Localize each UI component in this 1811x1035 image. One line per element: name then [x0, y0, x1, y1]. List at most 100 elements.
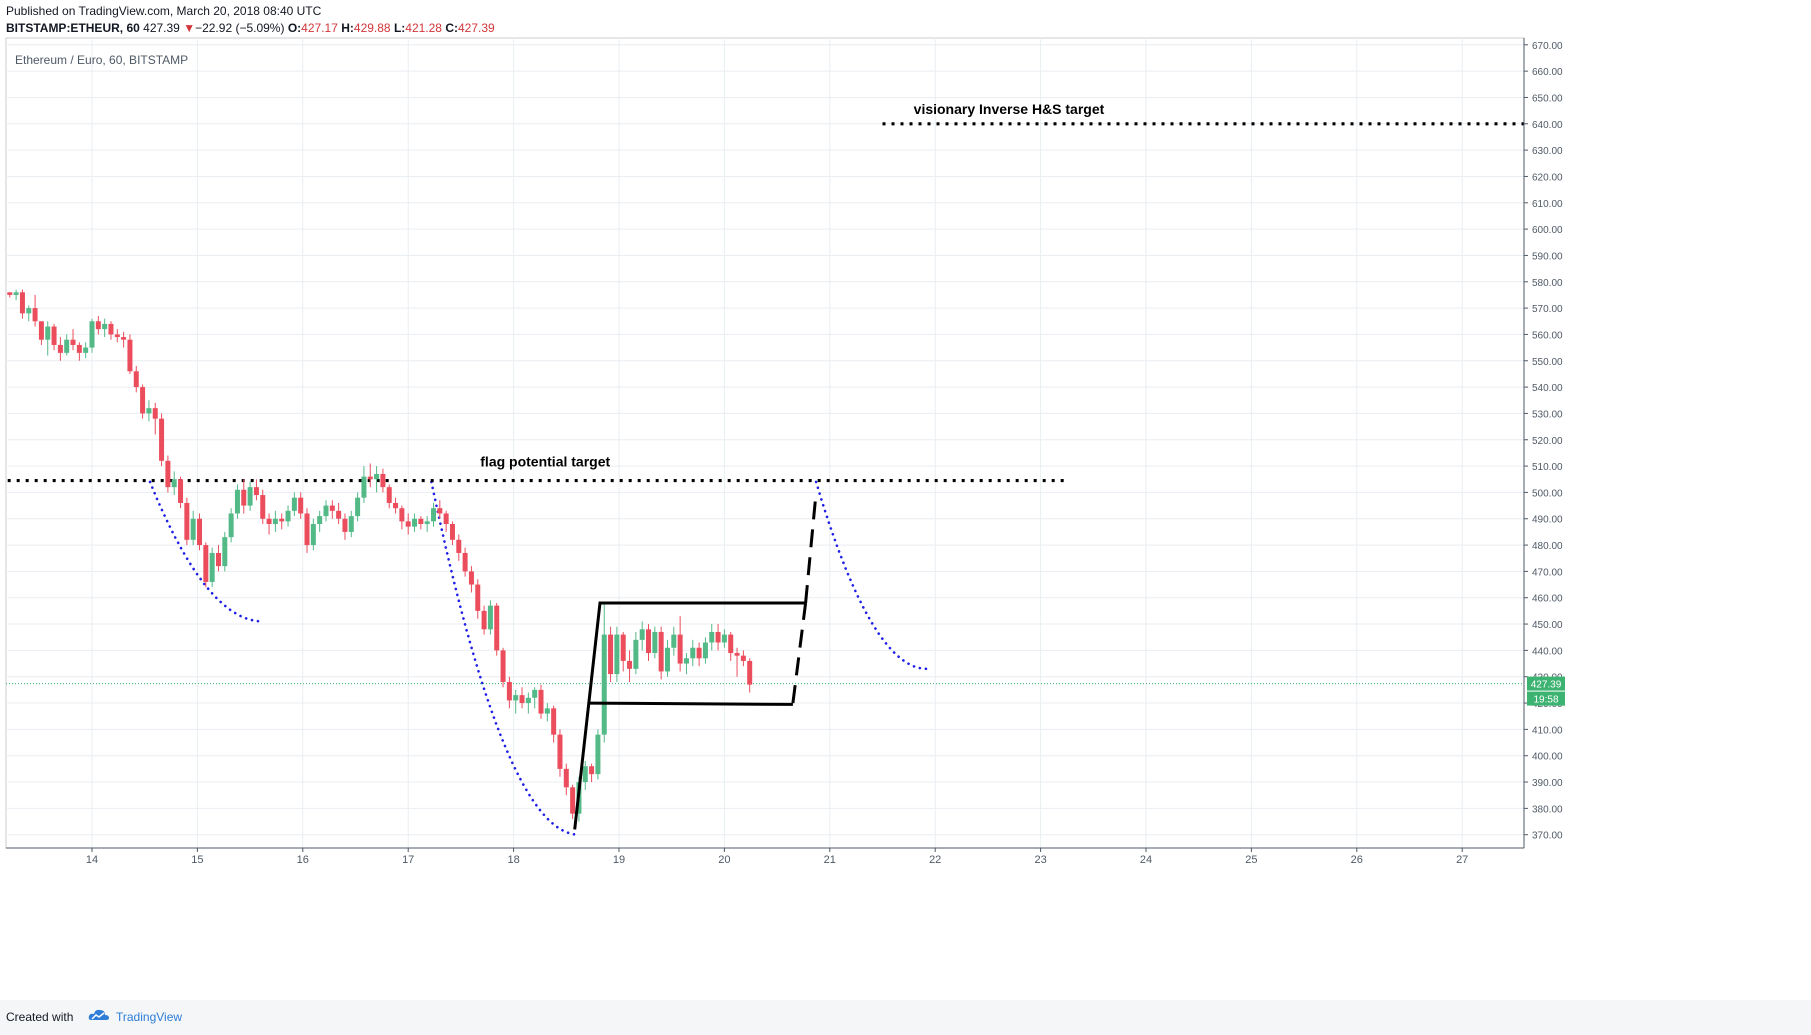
- candle-body: [184, 502, 190, 540]
- candle-body: [241, 489, 247, 506]
- candle-down: [178, 476, 184, 509]
- candle-body: [355, 497, 361, 517]
- candle-up: [190, 510, 196, 546]
- candle-up: [671, 626, 677, 656]
- candle-down: [51, 323, 57, 351]
- candle-body: [234, 489, 240, 514]
- tradingview-cloud-icon[interactable]: [88, 1008, 110, 1022]
- candle-body: [500, 650, 506, 682]
- open-value: 427.17: [301, 21, 338, 35]
- candle-down: [121, 331, 127, 348]
- price-chart[interactable]: 14 15 16 17 18 19 20 21 22 23 24 25 26 27 370.00 380.00…: [0, 0, 1811, 1000]
- candle-body: [595, 734, 601, 775]
- x-tick-label: 20: [718, 854, 730, 866]
- candle-body: [203, 545, 209, 582]
- projection-curve: [814, 480, 929, 671]
- candle-down: [696, 642, 702, 667]
- y-tick-label: 570.00: [1532, 304, 1563, 315]
- x-tick-label: 25: [1245, 854, 1257, 866]
- flag-pattern: [573, 492, 818, 830]
- y-tick-label: 520.00: [1532, 436, 1563, 447]
- candle-body: [582, 766, 588, 783]
- candle-body: [721, 634, 727, 643]
- candle-body: [468, 571, 474, 585]
- candle-body: [525, 697, 531, 704]
- candle-down: [734, 647, 740, 677]
- candle-body: [260, 495, 266, 519]
- candle-up: [323, 500, 329, 522]
- candle-body: [646, 629, 652, 654]
- candle-body: [367, 476, 373, 480]
- low-value: 421.28: [405, 21, 442, 35]
- close-label: C:: [445, 21, 458, 35]
- candle-down: [475, 579, 481, 619]
- x-tick-label: 23: [1034, 854, 1046, 866]
- candle-down: [380, 468, 386, 493]
- y-tick-label: 610.00: [1532, 199, 1563, 210]
- candle-up: [355, 492, 361, 522]
- y-tick-label: 560.00: [1532, 330, 1563, 341]
- candle-body: [7, 292, 13, 295]
- x-tick-label: 22: [929, 854, 941, 866]
- candle-up: [513, 689, 519, 714]
- x-tick-label: 21: [824, 854, 836, 866]
- candle-down: [159, 413, 165, 467]
- candle-body: [45, 326, 51, 340]
- candle-body: [247, 487, 253, 506]
- last-price-tag-text: 427.39: [1531, 680, 1562, 691]
- candle-down: [563, 763, 569, 796]
- candle-body: [412, 518, 418, 527]
- candle-down: [557, 729, 563, 777]
- published-line: Published on TradingView.com, March 20, …: [6, 4, 322, 18]
- candle-up: [348, 510, 354, 538]
- candle-down: [494, 602, 500, 656]
- candle-up: [374, 466, 380, 493]
- candle-body: [671, 634, 677, 648]
- candle-body: [652, 631, 658, 654]
- candle-body: [683, 658, 689, 664]
- candle-up: [702, 637, 708, 664]
- candle-up: [310, 518, 316, 551]
- countdown-tag: [1527, 691, 1565, 706]
- candle-body: [190, 518, 196, 540]
- candle-body: [424, 521, 430, 525]
- countdown-tag-text: 19:58: [1533, 695, 1558, 706]
- candle-down: [589, 763, 595, 783]
- candle-body: [734, 653, 740, 656]
- candle-down: [32, 294, 38, 327]
- candle-up: [721, 629, 727, 648]
- candle-up: [430, 502, 436, 527]
- candle-body: [608, 634, 614, 675]
- candle-up: [291, 492, 297, 517]
- candle-up: [26, 305, 32, 322]
- y-tick-label: 370.00: [1532, 831, 1563, 842]
- annotation-label: flag potential target: [480, 454, 610, 470]
- candle-body: [279, 518, 285, 522]
- footer: Created with TradingView: [0, 1000, 1811, 1035]
- y-tick-label: 670.00: [1532, 41, 1563, 52]
- candle-up: [652, 626, 658, 659]
- candle-down: [266, 513, 272, 535]
- candle-body: [456, 539, 462, 553]
- tradingview-link[interactable]: TradingView: [116, 1010, 183, 1024]
- candle-body: [222, 537, 228, 567]
- candle-body: [658, 631, 664, 672]
- candle-down: [570, 784, 576, 819]
- x-tick-label: 17: [402, 854, 414, 866]
- candle-up: [64, 334, 70, 356]
- candle-down: [740, 650, 746, 667]
- close-value: 427.39: [457, 21, 495, 35]
- y-tick-label: 660.00: [1532, 67, 1563, 78]
- candle-down: [449, 521, 455, 546]
- candle-body: [430, 508, 436, 522]
- y-tick-label: 440.00: [1532, 646, 1563, 657]
- candle-up: [285, 505, 291, 527]
- candle-body: [102, 323, 108, 330]
- chart-title: Ethereum / Euro, 60, BITSTAMP: [15, 53, 188, 67]
- candle-down: [538, 684, 544, 719]
- y-tick-label: 450.00: [1532, 620, 1563, 631]
- y-tick-label: 480.00: [1532, 541, 1563, 552]
- last-price-tag: [1527, 676, 1565, 691]
- candle-up: [171, 471, 177, 496]
- flag-extension-dashed: [804, 492, 818, 604]
